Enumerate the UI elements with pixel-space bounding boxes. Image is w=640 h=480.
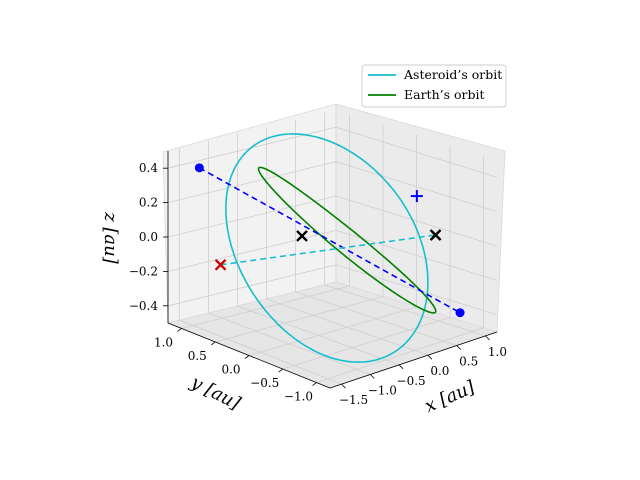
x-tick-label: −1.0 xyxy=(368,383,397,397)
point-marker-x-b xyxy=(214,258,227,271)
earth-orbit-line xyxy=(257,166,437,314)
legend-box xyxy=(361,64,507,108)
grid-line-z xyxy=(167,264,498,316)
y-tick-mark xyxy=(177,328,182,332)
grid-line-x xyxy=(179,148,342,385)
x-axis-line xyxy=(329,331,498,389)
y-tick-mark xyxy=(312,382,317,386)
z-tick-label: −0.2 xyxy=(129,264,158,278)
grid-line-z xyxy=(167,126,498,178)
legend-label-earth: Earth’s orbit xyxy=(404,87,485,102)
x-tick-mark xyxy=(341,383,346,389)
x-tick-label: 0.5 xyxy=(459,355,478,369)
legend: Asteroid’s orbit Earth’s orbit xyxy=(361,64,507,108)
y-axis-label: y [au] xyxy=(187,371,245,414)
z-tick-label: 0.0 xyxy=(139,230,158,244)
markers xyxy=(194,163,465,318)
grid-line-x xyxy=(266,126,429,356)
grid-line-z xyxy=(167,161,498,212)
x-axis-label: x [au] xyxy=(422,376,479,417)
x-tick-mark xyxy=(456,345,461,350)
grid-line-z xyxy=(167,195,498,247)
y-tick-label: −1.0 xyxy=(284,390,313,404)
legend-label-asteroid: Asteroid’s orbit xyxy=(403,67,502,82)
grid-line-z xyxy=(167,229,498,281)
x-tick-mark xyxy=(398,364,404,370)
z-tick-label: −0.4 xyxy=(129,299,159,313)
grid-line-y xyxy=(316,155,484,383)
grid-line-x xyxy=(208,141,371,375)
grid-line-x xyxy=(237,134,400,366)
z-axis-label: z [au] xyxy=(100,211,121,265)
y-tick-label: 0.5 xyxy=(188,349,207,363)
x-tick-mark xyxy=(370,374,375,379)
y-tick-mark xyxy=(278,368,283,373)
x-tick-label: 1.0 xyxy=(488,345,507,359)
x-tick-mark xyxy=(485,335,490,341)
dashed-connector xyxy=(220,234,436,266)
grid-line-y xyxy=(215,124,384,343)
y-tick-label: −0.5 xyxy=(250,376,279,390)
x-tick-label: −0.5 xyxy=(397,374,426,388)
y-tick-label: 1.0 xyxy=(154,335,173,349)
x-tick-label: −1.5 xyxy=(339,393,368,407)
y-tick-mark xyxy=(211,341,216,346)
y-tick-label: 0.0 xyxy=(221,363,240,377)
grid-line-x xyxy=(295,119,457,346)
tick-labels: −1.5−1.0−0.50.00.51.0−1.0−0.50.00.51.0−0… xyxy=(129,161,507,407)
orbits xyxy=(225,133,437,363)
point-marker-circle xyxy=(455,308,465,318)
y-tick-mark xyxy=(244,355,250,359)
point-marker-x-b xyxy=(296,230,308,242)
connector-lines xyxy=(198,167,461,314)
grid-line-y xyxy=(181,114,350,329)
grid-line-x xyxy=(324,112,486,337)
grid-line-y xyxy=(282,145,451,370)
grid-lines xyxy=(167,112,498,385)
x-tick-label: 0.0 xyxy=(430,364,449,378)
point-marker-circle xyxy=(194,163,204,173)
z-tick-label: 0.2 xyxy=(139,196,158,210)
x-tick-mark xyxy=(427,354,433,360)
point-marker-x-b xyxy=(429,229,442,241)
z-tick-label: 0.4 xyxy=(139,161,158,175)
